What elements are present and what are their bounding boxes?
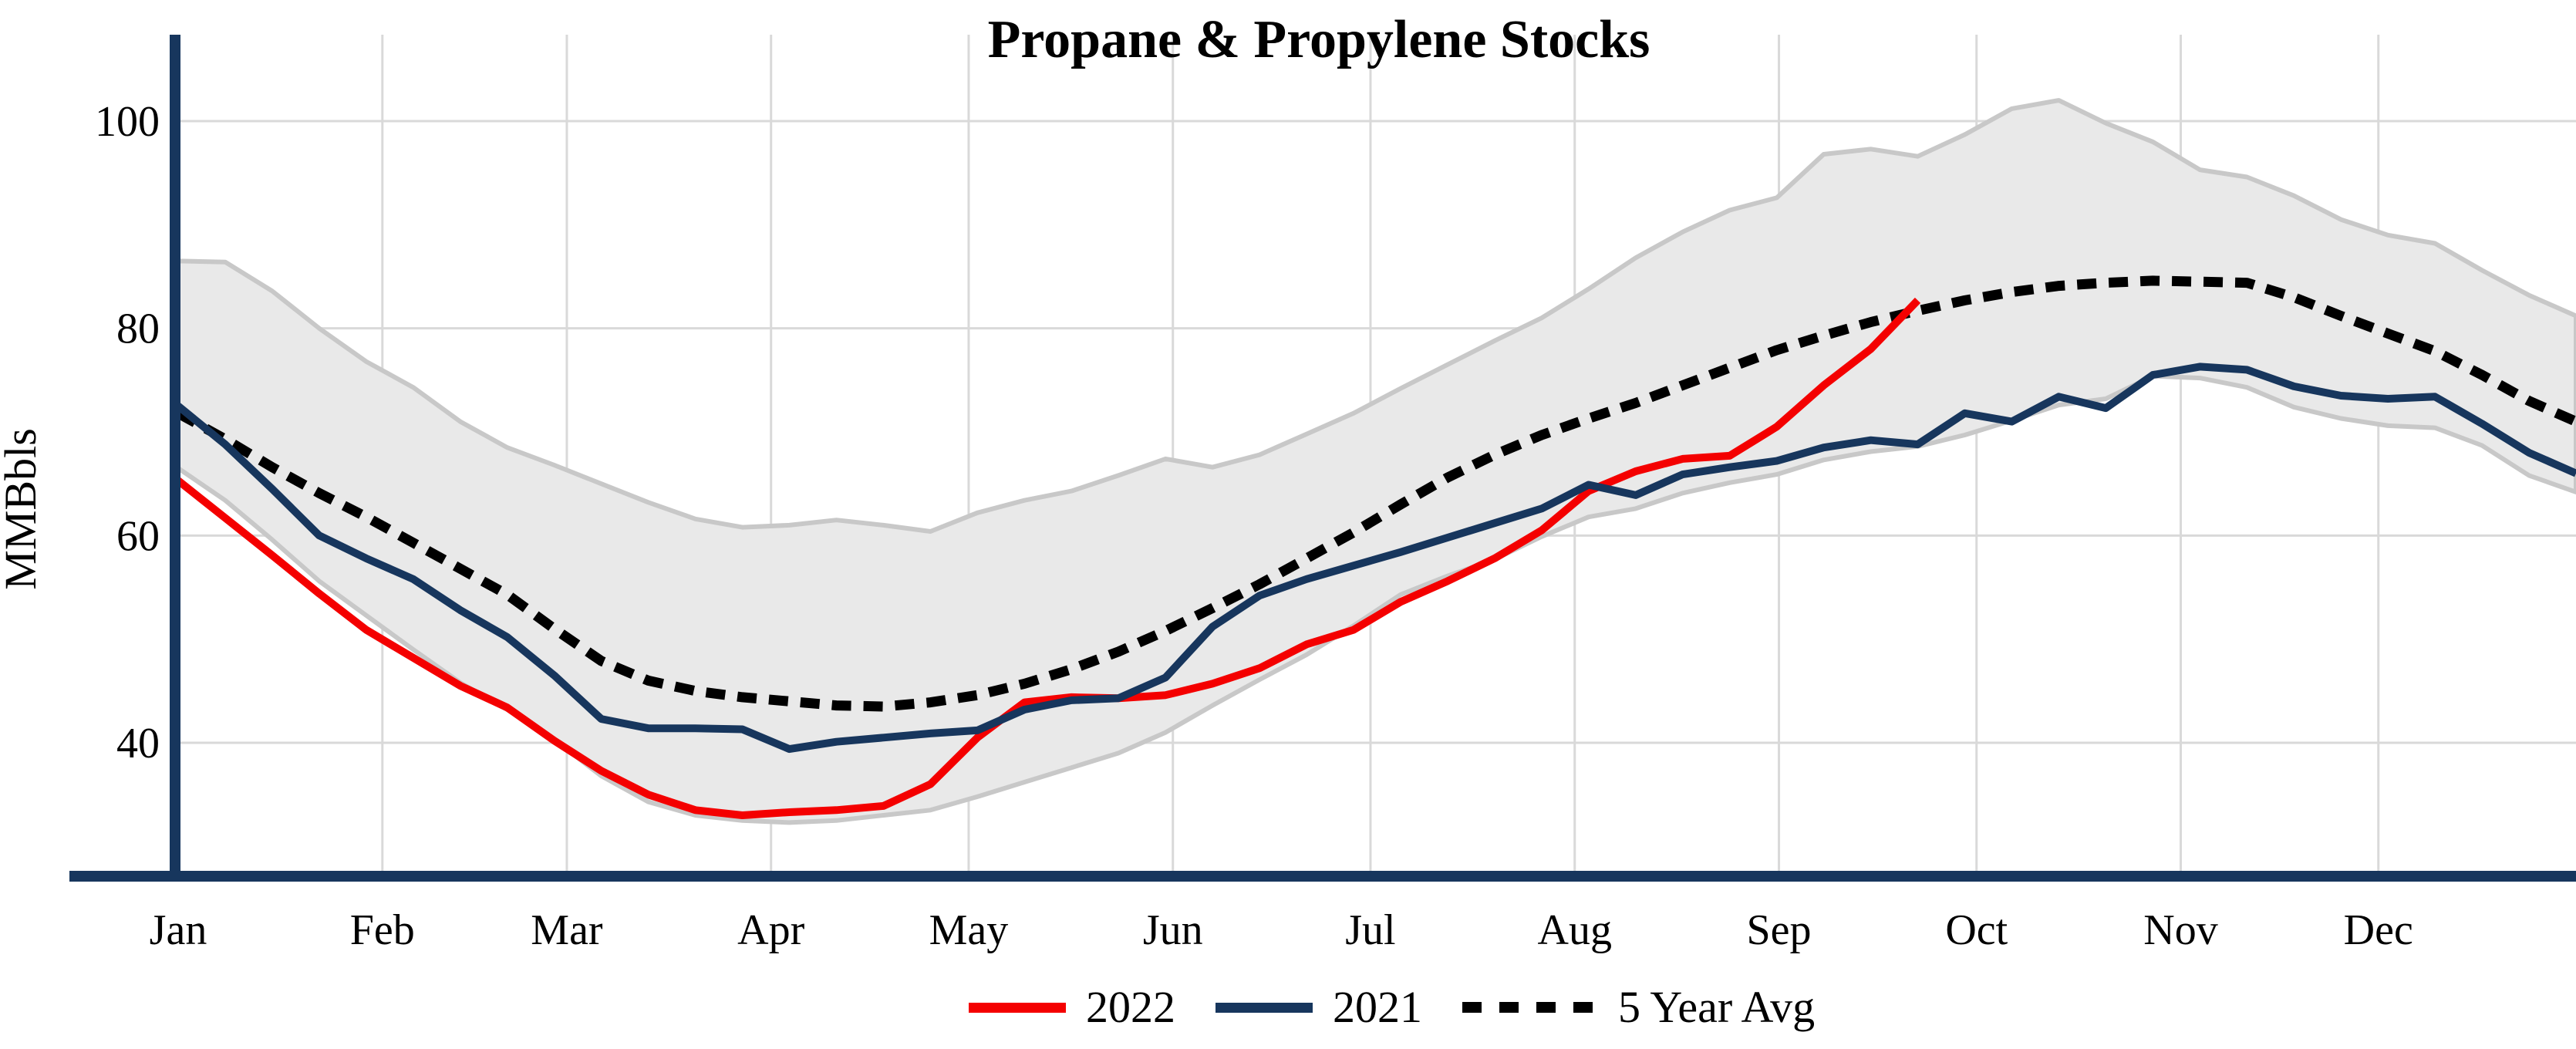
x-tick-Jan: Jan — [150, 906, 207, 954]
x-tick-Sep: Sep — [1747, 906, 1812, 954]
legend-label-5yr-avg: 5 Year Avg — [1618, 982, 1816, 1032]
legend-swatch-2021-navy-line — [1216, 1002, 1313, 1013]
line-2022 — [175, 297, 1921, 819]
legend-swatch-5yr-avg-dotted-line — [1462, 1002, 1598, 1013]
x-tick-Jul: Jul — [1345, 906, 1395, 954]
y-tick-100: 100 — [95, 98, 160, 146]
x-tick-Oct: Oct — [1945, 906, 2008, 954]
y-tick-80: 80 — [116, 305, 160, 353]
legend-item-2021: 2021 — [1216, 985, 1422, 1030]
axis-tick-labels: 100 80 60 40 Jan Feb Mar Apr May Jun Jul Aug Sep Oct N… — [95, 98, 2413, 954]
x-tick-Apr: Apr — [737, 906, 804, 954]
chart-title: Propane & Propylene Stocks — [988, 10, 1650, 69]
data-series-lines — [175, 275, 2576, 819]
five-year-range-band — [176, 98, 2576, 825]
y-axis-spine — [170, 35, 180, 882]
axis-spines — [69, 35, 2576, 882]
x-tick-Feb: Feb — [350, 906, 415, 954]
x-axis-spine — [69, 871, 2576, 882]
legend-item-2022: 2022 — [969, 985, 1175, 1030]
five-year-range-area — [176, 98, 2576, 825]
y-tick-40: 40 — [116, 720, 160, 767]
legend-label-2021: 2021 — [1333, 982, 1422, 1032]
chart-legend: 2022 2021 5 Year Avg — [969, 976, 1815, 1038]
legend-label-2022: 2022 — [1086, 982, 1175, 1032]
y-tick-60: 60 — [116, 512, 160, 560]
x-tick-May: May — [929, 906, 1009, 954]
x-tick-Mar: Mar — [531, 906, 603, 954]
x-tick-Dec: Dec — [2344, 906, 2413, 954]
legend-swatch-2022-red-line — [969, 1002, 1066, 1013]
line-5-year-avg — [175, 275, 2576, 712]
x-tick-Nov: Nov — [2143, 906, 2217, 954]
y-axis-label: MMBbls — [0, 428, 46, 590]
legend-item-5yr-avg: 5 Year Avg — [1462, 985, 1815, 1030]
line-2021 — [175, 363, 2576, 754]
x-tick-Aug: Aug — [1538, 906, 1612, 954]
x-tick-Jun: Jun — [1143, 906, 1203, 954]
